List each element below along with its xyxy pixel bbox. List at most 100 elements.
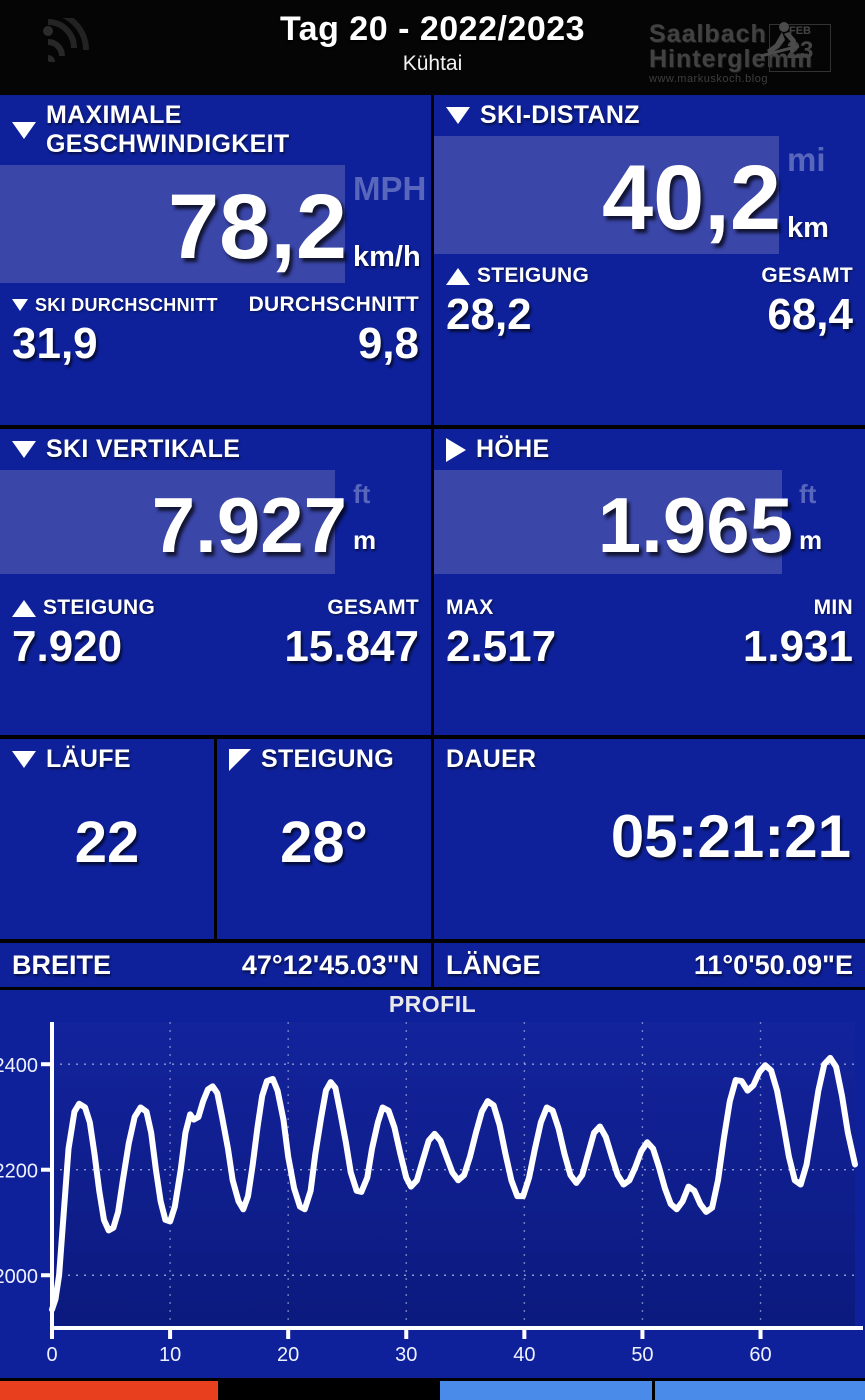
max-speed-units: MPH km/h [347, 165, 431, 283]
svg-text:20: 20 [277, 1344, 299, 1366]
ski-distance-value: 40,2 [601, 147, 781, 249]
coordinates-row: BREITE 47°12'45.03"N LÄNGE 11°0'50.09"E [0, 943, 865, 987]
triangle-right-icon [446, 437, 466, 462]
ski-distance-unit-main: km [787, 212, 829, 244]
svg-text:40: 40 [513, 1344, 535, 1366]
triangle-down-icon [12, 121, 36, 139]
ski-vertical-unit-alt: ft [353, 479, 371, 509]
triangle-down-icon [12, 441, 36, 458]
panel-altitude-header: HÖHE [434, 429, 865, 466]
sub-label-ascent: STEIGUNG [12, 596, 155, 620]
duration-value: 05:21:21 [610, 803, 851, 870]
panel-ski-distance[interactable]: SKI-DISTANZ 40,2 mi km STEIGUNG GESAMT [434, 95, 865, 425]
altitude-sub-labels: MAX MIN [434, 574, 865, 620]
ski-distance-value-band: 40,2 mi km [434, 136, 865, 254]
sub-label-total: GESAMT [327, 596, 419, 619]
panel-ski-vertical[interactable]: SKI VERTIKALE 7.927 ft m STEIGUNG GESAMT [0, 429, 431, 735]
sub-value-total: 68,4 [767, 290, 853, 339]
action-segment-1[interactable] [440, 1381, 652, 1400]
longitude-label: LÄNGE [446, 949, 541, 980]
max-speed-value: 78,2 [167, 176, 347, 278]
gps-signal-icon [43, 18, 89, 63]
sub-value-ascent: 7.920 [12, 622, 123, 671]
triangle-up-icon [446, 267, 470, 285]
sub-label-max: MAX [446, 596, 494, 619]
metrics-row-1: MAXIMALE GESCHWINDIGKEIT 78,2 MPH km/h S… [0, 95, 865, 425]
ski-distance-sub-values: 28,2 68,4 [434, 288, 865, 350]
ski-distance-unit-alt: mi [787, 141, 826, 178]
ski-vertical-value-band: 7.927 ft m [0, 470, 431, 574]
panel-max-speed[interactable]: MAXIMALE GESCHWINDIGKEIT 78,2 MPH km/h S… [0, 95, 431, 425]
panel-altitude-title: HÖHE [476, 435, 550, 463]
svg-text:30: 30 [395, 1344, 417, 1366]
ski-vertical-sub-labels: STEIGUNG GESAMT [0, 574, 431, 620]
panel-runs-title: LÄUFE [46, 745, 131, 773]
triangle-down-icon [12, 299, 28, 311]
sub-label-ski-average-text: SKI DURCHSCHNITT [35, 294, 218, 315]
svg-text:60: 60 [749, 1344, 771, 1366]
panel-max-speed-title: MAXIMALE GESCHWINDIGKEIT [46, 101, 290, 158]
sub-value-average: 9,8 [357, 319, 419, 368]
panel-ski-distance-title: SKI-DISTANZ [480, 101, 640, 129]
max-speed-unit-alt: MPH [353, 170, 427, 207]
sub-label-average: DURCHSCHNITT [248, 293, 419, 316]
sub-value-ski-average: 31,9 [12, 319, 98, 368]
svg-text:2200: 2200 [0, 1161, 38, 1183]
panel-duration-title: DAUER [446, 745, 537, 773]
sub-label-min: MIN [813, 596, 853, 619]
action-segment-2[interactable] [655, 1381, 865, 1400]
panel-duration[interactable]: DAUER 05:21:21 [434, 739, 865, 939]
slope-value: 28° [280, 810, 368, 875]
ski-vertical-units: ft m [347, 470, 431, 574]
panel-runs-header: LÄUFE [0, 739, 214, 776]
altitude-value-band: 1.965 ft m [434, 470, 865, 574]
latitude-field[interactable]: BREITE 47°12'45.03"N [0, 943, 431, 987]
longitude-value: 11°0'50.09"E [693, 949, 853, 980]
latitude-value: 47°12'45.03"N [241, 949, 419, 980]
panel-ski-vertical-title: SKI VERTIKALE [46, 435, 241, 463]
slope-wedge-icon [229, 748, 251, 771]
triangle-down-icon [446, 107, 470, 124]
elevation-profile-chart[interactable]: PROFIL 2000 2200 2400 0 10 20 30 40 50 60 [0, 990, 865, 1394]
altitude-value: 1.965 [597, 481, 793, 569]
ski-distance-sub-labels: STEIGUNG GESAMT [434, 254, 865, 288]
header-title-block: Tag 20 - 2022/2023 Kühtai [0, 8, 865, 78]
panel-slope-header: STEIGUNG [217, 739, 431, 776]
app-header: Tag 20 - 2022/2023 Kühtai Saalbach Hinte… [0, 0, 865, 95]
svg-text:2000: 2000 [0, 1266, 38, 1288]
sub-value-ascent: 28,2 [446, 290, 532, 339]
sub-label-total: GESAMT [761, 264, 853, 287]
triangle-up-icon [12, 599, 36, 617]
profile-plot: 2000 2200 2400 0 10 20 30 40 50 60 [0, 1022, 863, 1366]
sub-value-total: 15.847 [284, 622, 419, 671]
latitude-label: BREITE [12, 949, 112, 980]
longitude-field[interactable]: LÄNGE 11°0'50.09"E [434, 943, 865, 987]
altitude-units: ft m [793, 470, 865, 574]
panel-runs[interactable]: LÄUFE 22 [0, 739, 214, 939]
panel-slope-title: STEIGUNG [261, 745, 394, 773]
max-speed-sub-values: 31,9 9,8 [0, 317, 431, 379]
altitude-unit-main: m [799, 525, 823, 555]
max-speed-sub-labels: SKI DURCHSCHNITT DURCHSCHNITT [0, 283, 431, 317]
panel-max-speed-header: MAXIMALE GESCHWINDIGKEIT [0, 95, 431, 161]
panel-duration-header: DAUER [434, 739, 865, 776]
sub-label-ascent-text: STEIGUNG [477, 264, 590, 287]
metrics-row-2: SKI VERTIKALE 7.927 ft m STEIGUNG GESAMT [0, 429, 865, 735]
resort-subtitle: Kühtai [402, 52, 463, 75]
runs-value: 22 [74, 810, 140, 875]
max-speed-value-band: 78,2 MPH km/h [0, 165, 431, 283]
svg-text:10: 10 [159, 1344, 181, 1366]
ski-distance-units: mi km [781, 136, 865, 254]
record-segment[interactable] [0, 1381, 218, 1400]
panel-slope[interactable]: STEIGUNG 28° [217, 739, 431, 939]
triangle-down-icon [12, 751, 36, 768]
sub-value-min: 1.931 [742, 622, 853, 671]
bottom-toolbar[interactable] [0, 1378, 865, 1400]
svg-text:50: 50 [631, 1344, 653, 1366]
panel-altitude[interactable]: HÖHE 1.965 ft m MAX MIN 2.517 1.931 [434, 429, 865, 735]
sub-label-ascent-text: STEIGUNG [43, 596, 156, 619]
panel-ski-distance-header: SKI-DISTANZ [434, 95, 865, 132]
ski-vertical-sub-values: 7.920 15.847 [0, 620, 431, 682]
ski-vertical-value: 7.927 [151, 481, 347, 569]
